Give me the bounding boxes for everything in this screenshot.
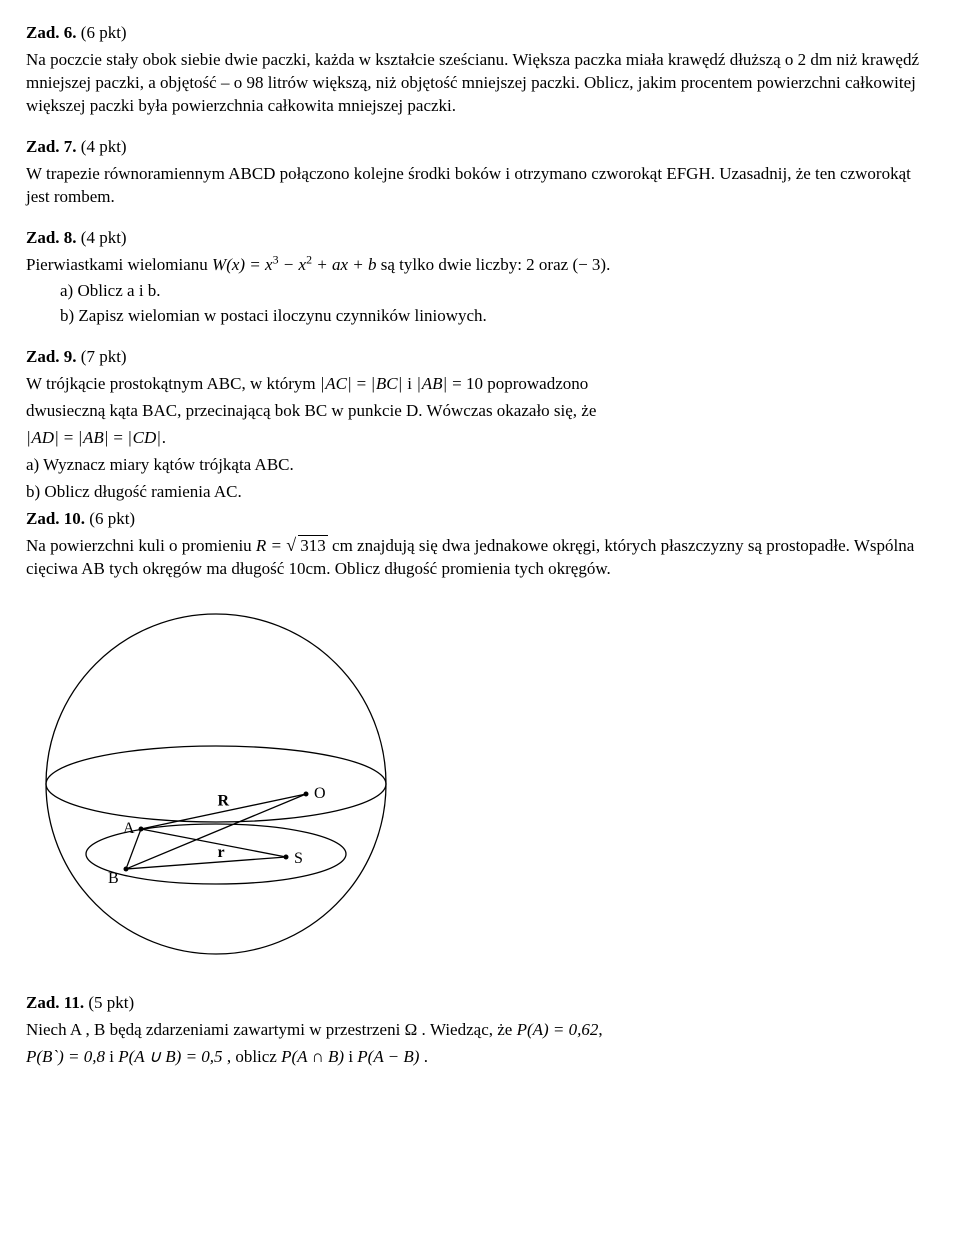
- task-9-pts: (7 pkt): [77, 347, 127, 366]
- task-8-number: Zad. 8.: [26, 228, 77, 247]
- task-11-head: Zad. 11. (5 pkt): [26, 992, 934, 1015]
- task-8-formula: W(x) = x3 − x2 + ax + b: [212, 255, 376, 274]
- sphere-svg: A B O S Rr: [26, 599, 406, 969]
- task-7-number: Zad. 7.: [26, 137, 77, 156]
- task-10-head: Zad. 10. (6 pkt): [26, 508, 934, 531]
- task-10-number: Zad. 10.: [26, 509, 85, 528]
- task-8-intro-pre: Pierwiastkami wielomianu: [26, 255, 212, 274]
- task-6-pts: (6 pkt): [77, 23, 127, 42]
- svg-text:O: O: [314, 785, 326, 802]
- task-9-line1: W trójkącie prostokątnym ABC, w którym |…: [26, 373, 934, 396]
- task-9-line2: dwusieczną kąta BAC, przecinającą bok BC…: [26, 400, 934, 423]
- task-7: Zad. 7. (4 pkt) W trapezie równoramienny…: [26, 136, 934, 209]
- task-8: Zad. 8. (4 pkt) Pierwiastkami wielomianu…: [26, 227, 934, 329]
- task-8-subitems: a) Oblicz a i b. b) Zapisz wielomian w p…: [26, 280, 934, 328]
- task-7-pts: (4 pkt): [77, 137, 127, 156]
- task-8-b: b) Zapisz wielomian w postaci iloczynu c…: [60, 305, 934, 328]
- minus-3: (− 3): [572, 255, 606, 274]
- task-8-intro: Pierwiastkami wielomianu W(x) = x3 − x2 …: [26, 254, 934, 277]
- task-9-a: a) Wyznacz miary kątów trójkąta ABC.: [26, 454, 934, 477]
- task-6-head: Zad. 6. (6 pkt): [26, 22, 934, 45]
- task-11-pts: (5 pkt): [84, 993, 134, 1012]
- task-11-line2: P(B`) = 0,8 i P(A ∪ B) = 0,5 , oblicz P(…: [26, 1046, 934, 1069]
- task-9-b: b) Oblicz długość ramienia AC.: [26, 481, 934, 504]
- task-10-body: Na powierzchni kuli o promieniu R = 313 …: [26, 535, 934, 581]
- svg-text:A: A: [123, 820, 135, 837]
- task-8-head: Zad. 8. (4 pkt): [26, 227, 934, 250]
- task-9-eq3: |AD| = |AB| = |CD|.: [26, 427, 934, 450]
- task-10-pts: (6 pkt): [85, 509, 135, 528]
- task-8-a: a) Oblicz a i b.: [60, 280, 934, 303]
- svg-text:S: S: [294, 850, 303, 867]
- task-6-body: Na poczcie stały obok siebie dwie paczki…: [26, 49, 934, 118]
- task-11-number: Zad. 11.: [26, 993, 84, 1012]
- task-7-head: Zad. 7. (4 pkt): [26, 136, 934, 159]
- task-7-body: W trapezie równoramiennym ABCD połączono…: [26, 163, 934, 209]
- svg-text:R: R: [218, 792, 230, 809]
- svg-text:B: B: [108, 870, 119, 887]
- task-8-tail: są tylko dwie liczby: 2 oraz: [377, 255, 573, 274]
- svg-text:r: r: [218, 844, 225, 861]
- task-9-number: Zad. 9.: [26, 347, 77, 366]
- task-11-line1: Niech A , B będą zdarzeniami zawartymi w…: [26, 1019, 934, 1042]
- task-6: Zad. 6. (6 pkt) Na poczcie stały obok si…: [26, 22, 934, 118]
- task-9: Zad. 9. (7 pkt) W trójkącie prostokątnym…: [26, 346, 934, 580]
- task-8-pts: (4 pkt): [77, 228, 127, 247]
- task-11: Zad. 11. (5 pkt) Niech A , B będą zdarze…: [26, 992, 934, 1069]
- sphere-diagram: A B O S Rr: [26, 599, 934, 976]
- task-6-number: Zad. 6.: [26, 23, 77, 42]
- task-9-head: Zad. 9. (7 pkt): [26, 346, 934, 369]
